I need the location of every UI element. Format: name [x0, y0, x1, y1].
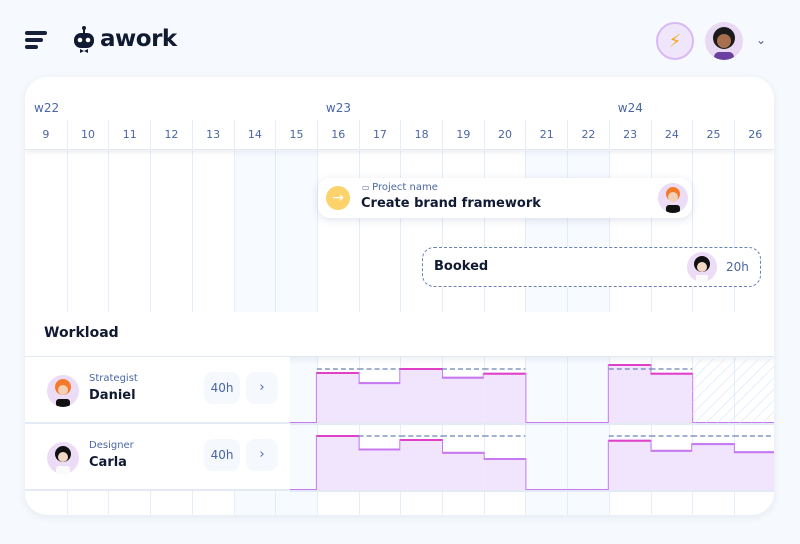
task-title: Create brand framework — [361, 196, 541, 211]
workload-bar — [650, 373, 693, 423]
logo-text: awork — [100, 26, 177, 52]
day-label: 13 — [191, 120, 234, 150]
user-avatar[interactable] — [705, 22, 743, 60]
workload-title: Workload — [44, 325, 119, 341]
person-name: Carla — [89, 455, 127, 470]
boost-button[interactable]: ⚡ — [656, 22, 694, 60]
week-label: w24 — [617, 101, 643, 115]
day-label: 9 — [42, 128, 50, 141]
workload-bar — [358, 449, 401, 490]
day-label: 21 — [525, 120, 567, 150]
day-label: 20 — [483, 120, 526, 150]
assignee-avatar — [687, 252, 717, 282]
day-label: 18 — [400, 120, 442, 150]
workload-bar — [483, 373, 526, 423]
person-avatar — [47, 442, 79, 474]
person-role: Strategist — [89, 373, 138, 384]
open-person-button[interactable]: › — [246, 439, 278, 471]
menu-button[interactable] — [25, 31, 47, 52]
workload-bar — [316, 436, 359, 490]
lightning-icon: ⚡ — [668, 30, 682, 52]
day-label: 22 — [567, 120, 609, 150]
workload-bar — [608, 364, 651, 423]
workload-row-daniel: Strategist Daniel 40h › — [25, 357, 290, 424]
day-label: 17 — [358, 120, 401, 150]
person-role: Designer — [89, 440, 134, 451]
workload-chart — [290, 359, 774, 492]
workload-bar — [400, 440, 442, 490]
day-label: 24 — [650, 120, 693, 150]
workload-bar — [608, 440, 651, 490]
workload-bar — [316, 373, 359, 423]
workload-bar — [650, 450, 693, 490]
day-label: 10 — [66, 120, 109, 150]
account-dropdown-chevron-icon[interactable]: ⌄ — [756, 33, 767, 47]
day-label: 23 — [608, 120, 651, 150]
workload-bar — [358, 383, 401, 423]
day-label: 25 — [692, 120, 734, 150]
day-label: 26 — [733, 120, 774, 150]
person-name: Daniel — [89, 388, 136, 403]
booked-label: Booked — [434, 259, 489, 274]
chevron-right-icon: › — [259, 380, 265, 395]
workload-bar — [400, 369, 442, 423]
workload-bar — [442, 377, 484, 423]
unavailable-day — [733, 359, 774, 423]
week-label: w22 — [34, 101, 60, 115]
workload-bar — [733, 452, 774, 490]
day-label: 15 — [275, 120, 317, 150]
day-label: 16 — [316, 120, 359, 150]
planner-card: w22 w23 w24 9 10 11 12 13 14 15 16 17 18 19 20 21 22 23 2… — [25, 77, 774, 515]
task-card[interactable]: → ▭ Project name Create brand framework — [318, 178, 692, 218]
day-header: 9 10 11 12 13 14 15 16 17 18 19 20 21 22 23 24 25 26 — [25, 120, 774, 150]
folder-icon: ▭ — [362, 183, 373, 192]
workload-bar — [442, 452, 484, 490]
week-label: w23 — [325, 101, 351, 115]
arrow-right-icon[interactable]: → — [326, 186, 350, 210]
day-label: 11 — [108, 120, 150, 150]
day-label: 12 — [150, 120, 192, 150]
unavailable-day — [692, 359, 734, 423]
project-label: Project name — [372, 182, 438, 193]
workload-bar — [692, 444, 734, 490]
logo: awork — [72, 25, 177, 53]
capacity-badge[interactable]: 40h — [204, 372, 240, 404]
day-label: 14 — [233, 120, 276, 150]
open-person-button[interactable]: › — [246, 372, 278, 404]
day-label: 19 — [442, 120, 484, 150]
robot-logo-icon — [74, 26, 94, 53]
workload-header: Workload — [25, 312, 774, 357]
person-avatar — [47, 375, 79, 407]
chevron-right-icon: › — [259, 447, 265, 462]
project-name: ▭ Project name — [362, 182, 438, 193]
assignee-avatar — [658, 183, 688, 213]
capacity-badge[interactable]: 40h — [204, 439, 240, 471]
workload-bar — [483, 458, 526, 490]
workload-row-carla: Designer Carla 40h › — [25, 424, 290, 491]
booked-hours: 20h — [726, 260, 749, 274]
booked-block[interactable]: Booked 20h — [422, 247, 761, 287]
